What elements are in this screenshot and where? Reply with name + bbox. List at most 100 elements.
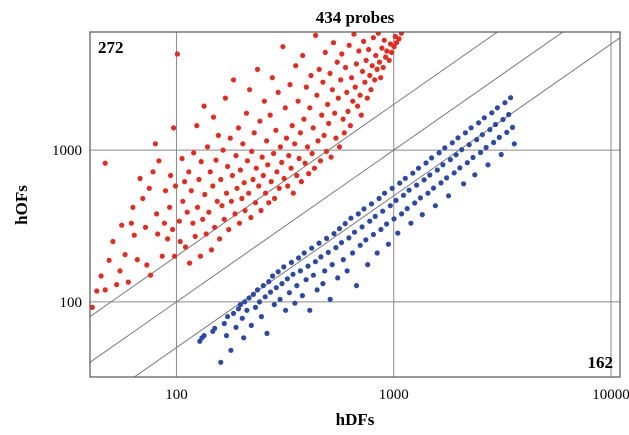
point-up-133	[289, 123, 295, 129]
point-up-59	[203, 231, 209, 237]
point-up-224	[398, 32, 404, 36]
point-up-36	[172, 183, 179, 189]
point-down-85	[372, 213, 378, 219]
point-up-39	[177, 238, 183, 245]
point-down-80	[363, 237, 369, 243]
point-up-222	[396, 36, 402, 42]
point-up-87	[236, 220, 243, 226]
point-up-126	[281, 175, 287, 182]
point-down-59	[324, 235, 330, 241]
point-down-25	[260, 283, 266, 289]
data-points	[90, 10, 517, 365]
point-down-123	[444, 175, 450, 181]
point-up-64	[210, 183, 216, 189]
point-down-71	[346, 235, 352, 241]
point-down-84	[370, 231, 376, 238]
point-up-184	[350, 98, 356, 104]
point-down-102	[404, 206, 410, 212]
point-up-46	[187, 260, 193, 266]
point-up-223	[398, 26, 403, 31]
point-down-111	[421, 177, 427, 183]
point-down-17	[244, 307, 250, 313]
point-up-2	[98, 273, 104, 279]
point-up-100	[251, 130, 257, 136]
point-up-190	[357, 92, 363, 98]
point-up-159	[320, 79, 326, 85]
point-down-117	[432, 203, 438, 209]
point-up-208	[379, 45, 385, 51]
point-up-81	[229, 172, 235, 179]
point-down-91	[384, 221, 390, 227]
point-up-116	[269, 75, 275, 81]
point-up-40	[179, 155, 185, 162]
point-up-122	[276, 185, 282, 191]
x-tick-labels: 100 1000 10000	[165, 387, 629, 403]
point-up-74	[221, 216, 227, 222]
point-up-23	[152, 141, 158, 147]
point-up-229	[405, 10, 410, 15]
point-up-205	[375, 32, 381, 36]
point-up-156	[316, 66, 322, 72]
point-up-102	[253, 165, 259, 171]
point-up-14	[131, 232, 137, 238]
point-up-73	[220, 147, 226, 153]
point-up-3	[102, 287, 108, 293]
point-down-152	[498, 151, 504, 158]
point-up-63	[208, 247, 215, 253]
point-up-127	[282, 105, 288, 111]
point-up-61	[206, 209, 212, 215]
point-up-98	[249, 148, 255, 154]
point-up-145	[303, 84, 309, 90]
point-up-149	[308, 72, 314, 79]
point-down-14	[239, 315, 245, 321]
point-up-188	[355, 103, 361, 109]
point-down-41	[290, 271, 296, 277]
point-up-157	[317, 158, 324, 164]
point-up-186	[352, 84, 358, 90]
point-down-131	[459, 147, 465, 153]
point-up-12	[128, 220, 134, 226]
point-down-35	[279, 281, 285, 287]
point-up-118	[272, 195, 278, 202]
point-down-73	[350, 250, 356, 256]
point-down-87	[376, 195, 382, 202]
point-down-30	[270, 273, 276, 279]
point-up-34	[171, 125, 177, 131]
point-down-100	[400, 192, 407, 198]
point-up-72	[219, 203, 225, 209]
point-up-158	[319, 112, 325, 118]
point-down-56	[318, 254, 324, 260]
point-down-116	[430, 185, 437, 191]
point-down-52	[310, 272, 316, 278]
point-down-26	[262, 294, 268, 300]
point-down-7	[223, 333, 230, 339]
point-up-79	[227, 135, 233, 141]
point-down-142	[479, 132, 485, 138]
point-up-101	[252, 200, 259, 206]
point-up-197	[366, 46, 372, 53]
point-down-145	[485, 162, 491, 168]
point-up-112	[265, 162, 271, 168]
point-up-215	[387, 41, 394, 47]
point-down-155	[504, 129, 510, 135]
point-up-55	[198, 159, 204, 165]
point-up-200	[369, 63, 375, 69]
point-up-85	[234, 185, 240, 191]
point-up-109	[261, 98, 267, 104]
plot-frame	[89, 31, 621, 378]
point-down-9	[228, 347, 234, 353]
point-up-185	[351, 32, 357, 37]
point-up-216	[389, 49, 395, 56]
point-up-5	[106, 257, 112, 263]
point-up-179	[344, 89, 350, 95]
point-down-138	[472, 172, 478, 178]
point-up-176	[340, 116, 346, 122]
point-up-83	[232, 211, 238, 217]
point-down-136	[468, 125, 474, 131]
gridlines	[90, 32, 620, 377]
point-up-20	[146, 185, 152, 191]
point-up-114	[267, 112, 273, 118]
point-down-150	[494, 105, 500, 111]
point-up-152	[311, 165, 318, 171]
point-down-38	[284, 276, 290, 282]
